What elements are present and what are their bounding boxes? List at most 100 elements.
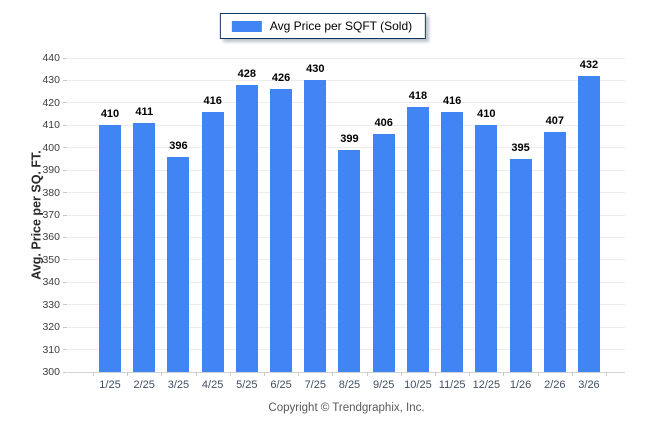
gridline xyxy=(68,102,625,104)
bar-value-label: 410 xyxy=(100,108,120,121)
y-axis-tick-label: 360 xyxy=(42,231,60,244)
x-axis-tick xyxy=(332,372,334,376)
y-axis-tick xyxy=(63,236,67,238)
x-axis-label: 3/26 xyxy=(578,379,600,391)
y-axis-tick xyxy=(63,281,67,283)
y-axis-tick xyxy=(63,147,67,149)
x-axis-label: 2/26 xyxy=(544,379,566,391)
y-axis-tick-label: 350 xyxy=(42,253,60,266)
legend-label: Avg Price per SQFT (Sold) xyxy=(269,19,413,33)
y-axis-tick xyxy=(63,102,67,104)
y-axis-tick xyxy=(63,214,67,216)
bar-value-label: 428 xyxy=(237,67,257,80)
x-axis-label: 6/25 xyxy=(270,379,292,391)
y-axis-tick-label: 370 xyxy=(42,209,60,221)
x-axis-tick xyxy=(161,372,163,376)
x-axis-label: 1/26 xyxy=(509,379,532,391)
x-axis-tick xyxy=(229,372,231,376)
y-axis-tick-label: 440 xyxy=(42,52,60,64)
bar-11-25 xyxy=(441,111,464,372)
bar-3-25 xyxy=(167,156,190,372)
legend: Avg Price per SQFT (Sold) xyxy=(219,13,427,39)
y-axis-tick xyxy=(63,169,67,171)
x-axis-label: 10/25 xyxy=(404,379,432,391)
y-axis-tick-label: 310 xyxy=(42,343,60,356)
x-axis-tick xyxy=(435,372,437,376)
x-axis-label: 7/25 xyxy=(304,379,326,391)
x-axis-label: 2/25 xyxy=(133,379,155,391)
bar-value-label: 411 xyxy=(135,106,154,119)
y-axis-tick xyxy=(63,124,67,126)
bar-value-label: 407 xyxy=(545,115,564,127)
gridline xyxy=(68,57,625,59)
bar-value-label: 426 xyxy=(271,72,291,85)
bar-2-25 xyxy=(133,123,156,372)
bar-value-label: 430 xyxy=(306,63,325,76)
bar-value-label: 399 xyxy=(340,132,359,145)
x-axis-label: 11/25 xyxy=(438,379,466,391)
x-axis-tick xyxy=(127,372,129,376)
y-axis-tick-label: 390 xyxy=(42,164,60,177)
bar-8-25 xyxy=(338,149,361,372)
y-axis-tick xyxy=(63,371,67,373)
y-axis-tick-label: 420 xyxy=(42,96,60,109)
bar-7-25 xyxy=(304,80,327,372)
y-axis-tick-label: 410 xyxy=(42,119,60,132)
x-axis-label: 4/25 xyxy=(201,379,224,391)
x-axis-label: 8/25 xyxy=(338,379,361,391)
y-axis-tick xyxy=(63,79,67,81)
x-axis-tick xyxy=(263,372,265,376)
bar-3-26 xyxy=(577,75,600,372)
bar-value-label: 410 xyxy=(477,108,496,121)
y-axis-tick-label: 380 xyxy=(42,186,60,199)
y-axis-tick-label: 320 xyxy=(42,321,60,334)
bar-5-25 xyxy=(235,84,258,372)
bar-10-25 xyxy=(406,107,429,372)
plot-area: 300 310 320 330 340 350 360 370 380 390 400 410 420 4… xyxy=(42,52,625,391)
bar-1-25 xyxy=(99,125,121,372)
x-axis-label: 3/25 xyxy=(167,379,190,391)
legend-swatch xyxy=(231,20,262,32)
gridline xyxy=(68,124,625,126)
x-axis-tick xyxy=(469,372,471,376)
bar-value-label: 432 xyxy=(579,58,599,71)
y-axis-tick xyxy=(63,192,67,194)
x-axis-tick xyxy=(298,372,300,376)
x-axis-tick xyxy=(366,372,368,376)
copyright: Copyright © Trendgraphix, Inc. xyxy=(268,402,425,414)
x-axis-tick xyxy=(195,372,197,376)
bar-2-26 xyxy=(543,132,566,372)
x-axis-tick xyxy=(92,372,94,376)
y-axis-tick xyxy=(63,304,67,306)
x-axis-tick xyxy=(606,372,608,376)
y-axis-tick xyxy=(63,326,67,328)
bar-12-25 xyxy=(475,125,498,372)
bar-value-label: 395 xyxy=(511,141,530,154)
y-axis-tick xyxy=(63,57,67,59)
bar-value-label: 416 xyxy=(442,94,462,107)
x-axis-tick xyxy=(400,372,402,376)
x-axis-tick xyxy=(537,372,539,376)
bar-1-26 xyxy=(509,158,532,372)
y-axis-tick xyxy=(63,349,67,351)
bar-value-label: 406 xyxy=(374,117,393,130)
x-axis-label: 1/25 xyxy=(99,379,121,391)
x-axis-label: 9/25 xyxy=(372,379,395,391)
bar-6-25 xyxy=(270,89,293,372)
y-axis-tick-label: 300 xyxy=(42,366,60,378)
bar-value-label: 418 xyxy=(408,90,428,103)
bar-9-25 xyxy=(372,134,395,372)
gridline xyxy=(68,79,625,81)
y-axis-tick xyxy=(63,259,67,261)
y-axis-tick-label: 400 xyxy=(42,141,60,154)
y-axis-tick-label: 340 xyxy=(42,276,60,289)
bar-4-25 xyxy=(201,111,224,372)
bar-value-label: 396 xyxy=(169,139,188,152)
x-axis-tick xyxy=(503,372,505,376)
bar-value-label: 416 xyxy=(203,94,222,107)
gridline xyxy=(68,147,625,149)
x-axis-tick xyxy=(571,372,573,376)
y-axis-tick-label: 330 xyxy=(42,298,60,311)
x-axis-label: 12/25 xyxy=(472,379,501,391)
